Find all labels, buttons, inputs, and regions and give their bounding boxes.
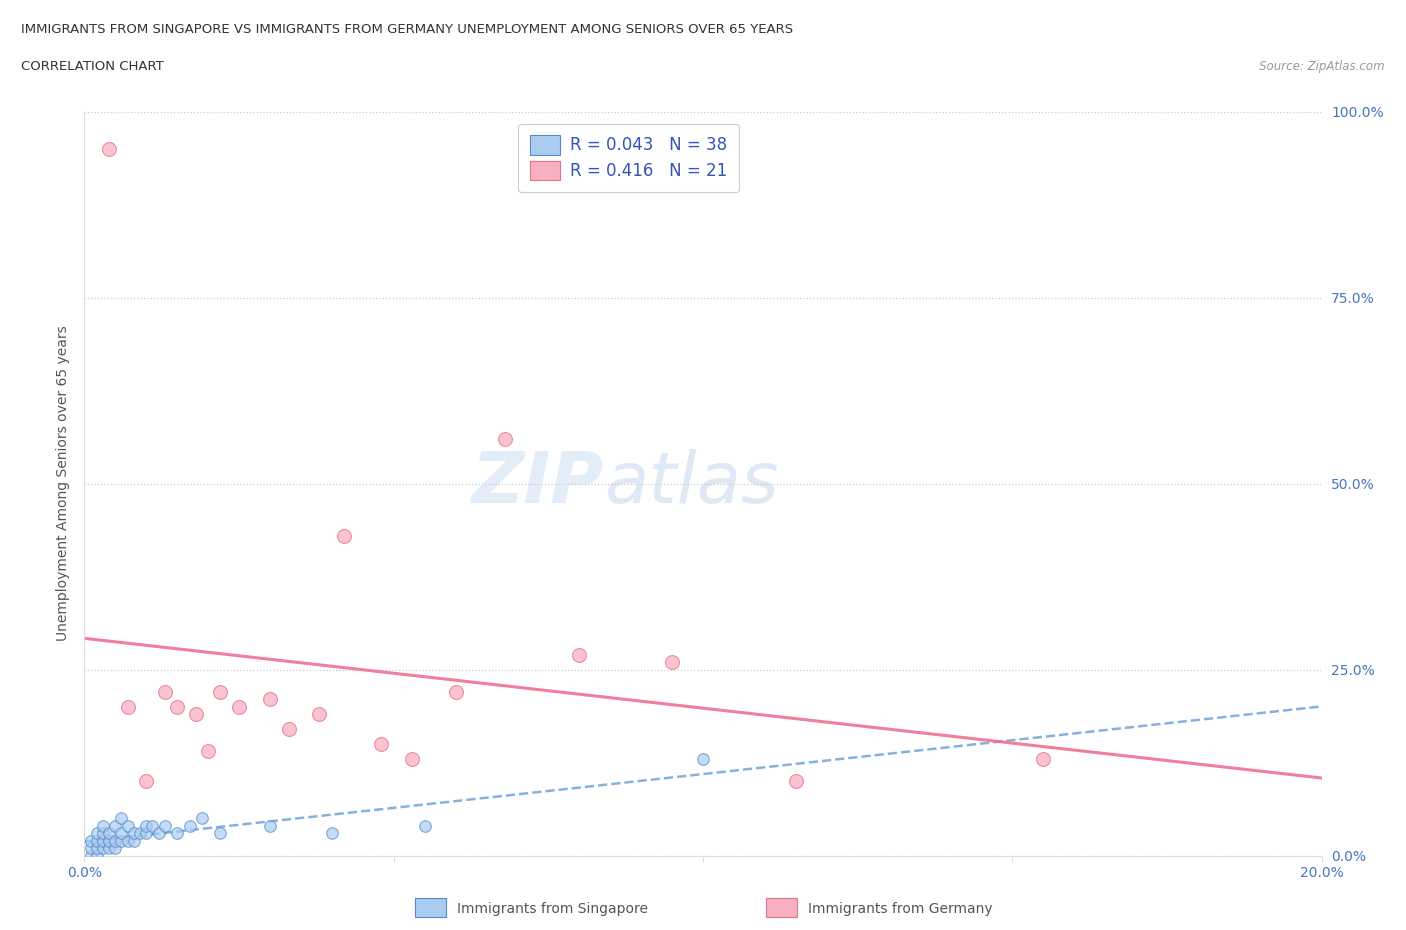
Point	[91, 818, 114, 833]
Point	[122, 826, 145, 841]
Point	[98, 841, 121, 856]
Point	[153, 684, 176, 699]
Point	[135, 774, 157, 789]
Point	[110, 833, 132, 848]
Point	[1032, 751, 1054, 766]
Point	[104, 841, 127, 856]
Point	[413, 818, 436, 833]
Point	[148, 826, 170, 841]
Point	[209, 684, 232, 699]
Point	[110, 811, 132, 826]
Text: CORRELATION CHART: CORRELATION CHART	[21, 60, 165, 73]
Point	[117, 833, 139, 848]
Text: ZIP: ZIP	[472, 449, 605, 518]
Point	[692, 751, 714, 766]
Point	[401, 751, 423, 766]
Point	[91, 833, 114, 848]
Legend: R = 0.043   N = 38, R = 0.416   N = 21: R = 0.043 N = 38, R = 0.416 N = 21	[519, 124, 740, 193]
Point	[184, 707, 207, 722]
Point	[308, 707, 330, 722]
Point	[153, 818, 176, 833]
Point	[104, 818, 127, 833]
Y-axis label: Unemployment Among Seniors over 65 years: Unemployment Among Seniors over 65 years	[56, 326, 70, 642]
Point	[444, 684, 467, 699]
Point	[333, 528, 356, 543]
Point	[79, 833, 101, 848]
Point	[91, 841, 114, 856]
Point	[259, 818, 281, 833]
Point	[179, 818, 201, 833]
Point	[98, 826, 121, 841]
Point	[129, 826, 152, 841]
Point	[135, 818, 157, 833]
Point	[79, 841, 101, 856]
Point	[277, 722, 299, 737]
Point	[494, 432, 516, 446]
Point	[661, 655, 683, 670]
Point	[91, 826, 114, 841]
Point	[98, 833, 121, 848]
Point	[321, 826, 343, 841]
Text: IMMIGRANTS FROM SINGAPORE VS IMMIGRANTS FROM GERMANY UNEMPLOYMENT AMONG SENIORS : IMMIGRANTS FROM SINGAPORE VS IMMIGRANTS …	[21, 23, 793, 36]
Point	[86, 826, 108, 841]
Point	[79, 848, 101, 863]
Point	[370, 737, 392, 751]
Point	[166, 699, 188, 714]
Point	[104, 833, 127, 848]
Point	[785, 774, 807, 789]
Point	[86, 848, 108, 863]
Point	[197, 744, 219, 759]
Point	[568, 647, 591, 662]
Point	[209, 826, 232, 841]
Point	[228, 699, 250, 714]
Point	[191, 811, 214, 826]
Text: Immigrants from Singapore: Immigrants from Singapore	[457, 901, 648, 916]
Text: atlas: atlas	[605, 449, 779, 518]
Point	[135, 826, 157, 841]
Point	[98, 141, 121, 156]
Point	[166, 826, 188, 841]
Point	[122, 833, 145, 848]
Text: Immigrants from Germany: Immigrants from Germany	[808, 901, 993, 916]
Point	[86, 833, 108, 848]
Point	[86, 841, 108, 856]
Point	[141, 818, 163, 833]
Point	[117, 818, 139, 833]
Point	[117, 699, 139, 714]
Point	[259, 692, 281, 707]
Text: Source: ZipAtlas.com: Source: ZipAtlas.com	[1260, 60, 1385, 73]
Point	[110, 826, 132, 841]
